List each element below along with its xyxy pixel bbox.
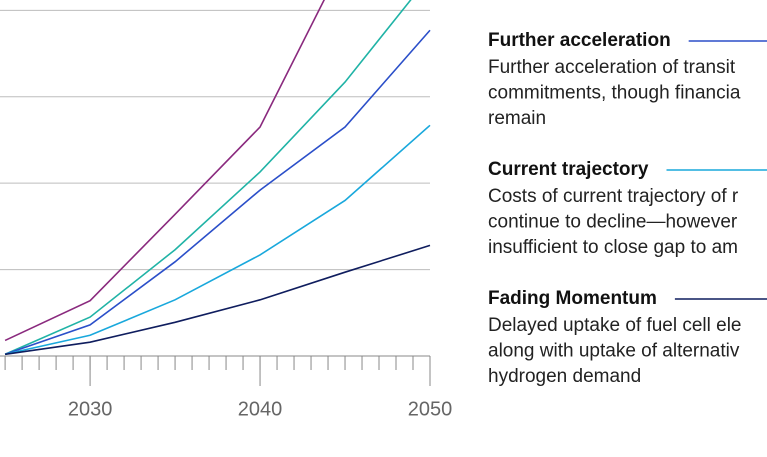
series-line <box>4 124 431 356</box>
legend: Further acceleration Further acceleration… <box>488 30 767 387</box>
plot-area <box>4 0 431 356</box>
legend-description: Costs of current trajectory of r <box>488 186 739 207</box>
legend-description: insufficient to close gap to am <box>488 237 738 258</box>
series-line <box>4 244 431 356</box>
legend-description: Delayed uptake of fuel cell ele <box>488 315 742 336</box>
x-tick-label: 2040 <box>238 398 283 420</box>
legend-label: Further acceleration <box>488 30 671 51</box>
legend-label: Fading Momentum <box>488 288 657 309</box>
legend-description: Further acceleration of transit <box>488 57 736 78</box>
x-tick-label: 2050 <box>408 398 453 420</box>
x-tick-label: 2030 <box>68 398 113 420</box>
series-line <box>4 0 412 356</box>
legend-description: commitments, though financia <box>488 83 741 104</box>
series-line <box>4 29 431 356</box>
legend-description: remain <box>488 108 546 129</box>
x-axis: 2030 2040 2050 <box>0 355 453 420</box>
legend-description: continue to decline—however <box>488 212 738 233</box>
legend-label: Current trajectory <box>488 159 649 180</box>
legend-description: hydrogen demand <box>488 366 641 387</box>
legend-description: along with uptake of alternativ <box>488 341 740 362</box>
series-line <box>4 0 325 342</box>
